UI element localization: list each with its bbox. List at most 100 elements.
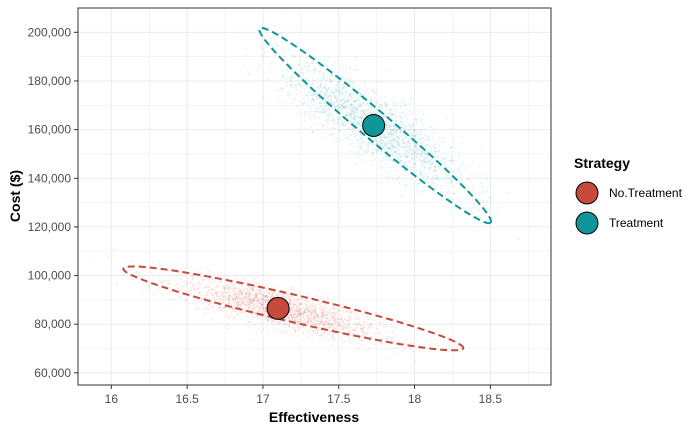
sample-point — [391, 129, 394, 132]
sample-point — [426, 161, 429, 164]
sample-point — [284, 296, 287, 299]
sample-point — [323, 119, 326, 122]
sample-point — [392, 125, 395, 127]
sample-point — [291, 326, 294, 328]
sample-point — [434, 189, 436, 192]
sample-point — [435, 178, 438, 181]
sample-point — [202, 279, 205, 281]
sample-point — [237, 297, 240, 299]
sample-point — [298, 84, 301, 87]
sample-point — [299, 316, 301, 319]
sample-point — [385, 119, 387, 122]
sample-point — [230, 282, 233, 284]
sample-point — [363, 114, 366, 117]
sample-point — [297, 307, 300, 310]
sample-point — [353, 114, 355, 116]
sample-point — [422, 114, 425, 116]
sample-point — [320, 320, 323, 323]
sample-point — [382, 157, 385, 160]
sample-point — [329, 79, 332, 82]
sample-point — [392, 141, 395, 144]
sample-point — [351, 111, 353, 113]
sample-point — [294, 310, 297, 312]
sample-point — [428, 161, 431, 164]
sample-point — [252, 278, 255, 280]
sample-point — [420, 161, 422, 164]
sample-point — [300, 309, 303, 311]
sample-point — [258, 307, 260, 309]
sample-point — [234, 289, 236, 292]
sample-point — [381, 149, 384, 152]
sample-point — [401, 112, 404, 115]
sample-point — [338, 80, 340, 83]
sample-point — [384, 121, 387, 124]
sample-point — [234, 292, 237, 295]
sample-point — [401, 133, 403, 135]
sample-point — [253, 298, 255, 301]
sample-point — [304, 76, 307, 79]
sample-point — [309, 317, 312, 320]
sample-point — [194, 288, 196, 291]
sample-point — [398, 176, 400, 179]
sample-point — [321, 315, 324, 318]
sample-point — [221, 292, 224, 295]
sample-point — [200, 275, 203, 277]
sample-point — [332, 316, 335, 319]
sample-point — [339, 318, 342, 320]
sample-point — [340, 331, 343, 334]
sample-point — [289, 308, 291, 311]
sample-point — [355, 114, 357, 117]
sample-point — [255, 296, 258, 299]
sample-point — [399, 105, 402, 107]
sample-point — [325, 321, 328, 324]
sample-point — [262, 297, 264, 300]
sample-point — [349, 317, 351, 320]
sample-point — [413, 155, 416, 157]
sample-point — [248, 304, 251, 306]
sample-point — [362, 109, 365, 111]
sample-point — [334, 96, 337, 99]
sample-point — [302, 313, 304, 316]
sample-point — [320, 321, 323, 323]
sample-point — [424, 155, 427, 158]
sample-point — [329, 94, 331, 96]
sample-point — [362, 153, 365, 156]
sample-point — [234, 297, 237, 300]
sample-point — [348, 120, 351, 123]
sample-point — [434, 147, 436, 150]
sample-point — [485, 165, 488, 167]
sample-point — [180, 287, 183, 290]
sample-point — [290, 74, 293, 77]
sample-point — [338, 310, 341, 313]
sample-point — [236, 304, 239, 307]
sample-point — [309, 312, 312, 314]
sample-point — [293, 316, 295, 319]
sample-point — [434, 131, 437, 134]
sample-point — [243, 302, 246, 304]
sample-point — [302, 97, 304, 100]
sample-point — [317, 86, 319, 88]
sample-point — [376, 139, 378, 142]
sample-point — [342, 86, 345, 89]
sample-point — [236, 313, 239, 315]
sample-point — [361, 148, 364, 151]
sample-point — [402, 139, 405, 141]
sample-point — [385, 111, 388, 113]
sample-point — [423, 127, 426, 130]
sample-point — [267, 296, 269, 299]
sample-point — [435, 177, 438, 179]
sample-point — [419, 110, 422, 112]
sample-point — [312, 322, 314, 324]
sample-point — [327, 332, 330, 335]
sample-point — [313, 97, 316, 100]
sample-point — [316, 314, 319, 316]
sample-point — [239, 297, 242, 300]
sample-point — [394, 126, 397, 129]
sample-point — [168, 283, 171, 285]
sample-point — [337, 318, 340, 320]
sample-point — [264, 303, 267, 306]
sample-point — [420, 129, 422, 132]
sample-point — [414, 156, 417, 159]
sample-point — [260, 289, 263, 291]
sample-point — [236, 294, 239, 297]
